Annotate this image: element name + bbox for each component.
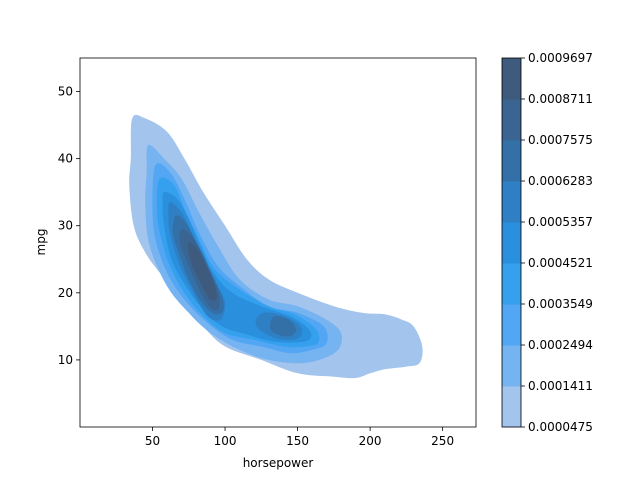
colorbar: 0.0000475 0.0001411 0.0002494 0.0003549 0.00…: [501, 51, 593, 434]
colorbar-tick-label: 0.0002494: [528, 338, 593, 352]
colorbar-frame: [501, 57, 522, 428]
x-tick-label: 250: [431, 434, 454, 448]
x-axis-label: horsepower: [243, 456, 314, 470]
colorbar-segment: [502, 222, 521, 264]
colorbar-tick-label: 0.0003549: [528, 297, 593, 311]
x-tick-label: 150: [286, 434, 309, 448]
y-tick-label: 40: [58, 152, 73, 166]
x-axis-ticks: 50 100 150 200 250: [145, 427, 454, 448]
contour-level-6: [270, 316, 297, 337]
x-tick-label: 50: [145, 434, 160, 448]
colorbar-tick-label: 0.0000475: [528, 420, 593, 434]
colorbar-tick-label: 0.0009697: [528, 51, 593, 65]
colorbar-tick-label: 0.0005357: [528, 215, 593, 229]
contour-level-3: [156, 177, 320, 348]
y-tick-label: 50: [58, 85, 73, 99]
colorbar-segment: [502, 140, 521, 182]
colorbar-tick-label: 0.0004521: [528, 256, 593, 270]
colorbar-segment: [502, 58, 521, 100]
contour-level-8: [188, 242, 217, 301]
colorbar-segment: [502, 386, 521, 428]
y-tick-label: 20: [58, 286, 73, 300]
colorbar-segment: [502, 263, 521, 305]
colorbar-tick-label: 0.0001411: [528, 379, 593, 393]
colorbar-tick-label: 0.0007575: [528, 133, 593, 147]
colorbar-tick-label: 0.0008711: [528, 92, 593, 106]
colorbar-segment: [502, 181, 521, 223]
colorbar-segment: [502, 345, 521, 387]
contour-level-4: [162, 191, 312, 343]
x-tick-label: 200: [359, 434, 382, 448]
kde-contours: [129, 114, 423, 379]
y-tick-label: 30: [58, 219, 73, 233]
y-axis-label: mpg: [34, 229, 48, 256]
x-tick-label: 100: [214, 434, 237, 448]
colorbar-segment: [502, 304, 521, 346]
colorbar-segment: [502, 99, 521, 141]
plot-frame: [79, 57, 477, 428]
y-tick-label: 10: [58, 353, 73, 367]
colorbar-tick-label: 0.0006283: [528, 174, 593, 188]
y-axis-ticks: 10 20 30 40 50: [58, 85, 80, 367]
